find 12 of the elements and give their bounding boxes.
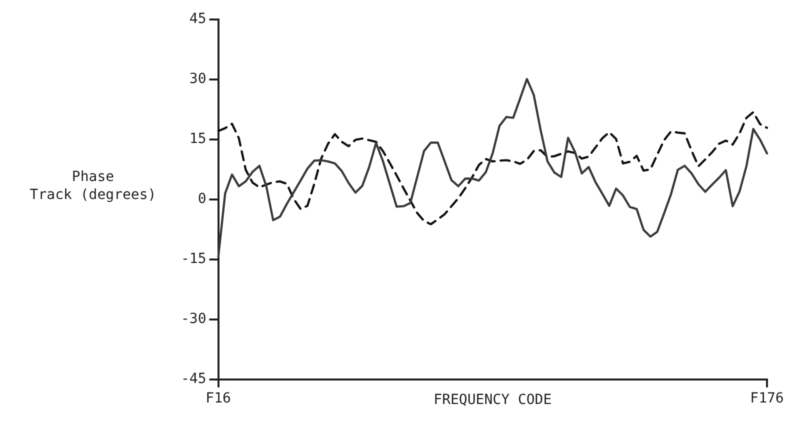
- y-tick-label: 15: [189, 131, 206, 148]
- y-tick-label: 0: [198, 191, 206, 208]
- y-axis-title: Phase Track (degrees): [30, 169, 156, 203]
- y-tick-label: 45: [189, 11, 206, 28]
- y-tick-label: -30: [180, 311, 206, 328]
- x-axis-title: FREQUENCY CODE: [434, 392, 552, 408]
- y-tick-label: -15: [180, 251, 206, 268]
- y-tick-label: 30: [189, 71, 206, 88]
- line-series: [217, 111, 768, 226]
- y-tick-label: -45: [180, 371, 206, 388]
- x-tick-label: F176: [750, 390, 784, 406]
- x-tick-label: F16: [206, 390, 231, 406]
